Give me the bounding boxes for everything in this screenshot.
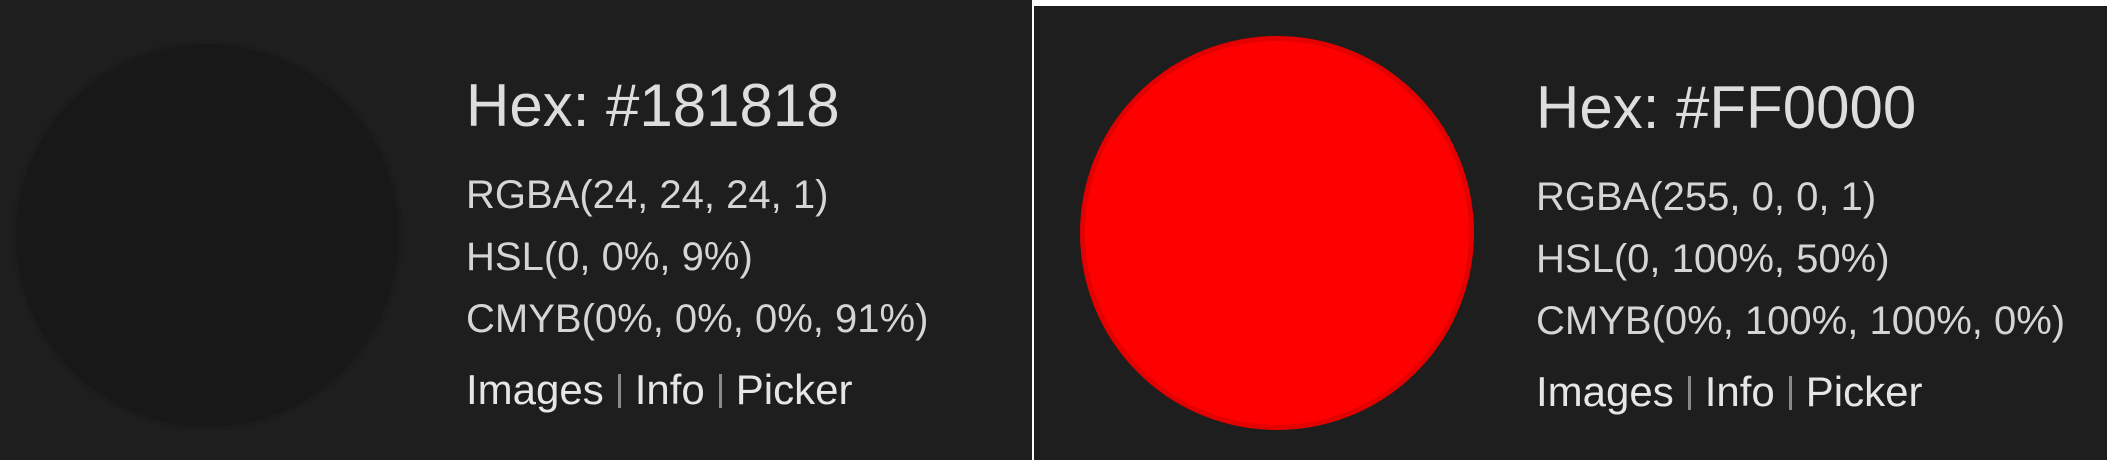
color-info: Hex: #181818 RGBA(24, 24, 24, 1) HSL(0, … xyxy=(466,70,928,420)
cmyb-value: CMYB(0%, 0%, 0%, 91%) xyxy=(466,297,929,341)
color-info: Hex: #FF0000 RGBA(255, 0, 0, 1) HSL(0, 1… xyxy=(1536,72,2065,422)
hex-value: Hex: #181818 xyxy=(466,72,840,139)
color-panel-ff0000: Hex: #FF0000 RGBA(255, 0, 0, 1) HSL(0, 1… xyxy=(1034,6,2107,460)
images-link[interactable]: Images xyxy=(466,366,604,413)
color-links: Images Info Picker xyxy=(466,360,928,420)
info-link[interactable]: Info xyxy=(634,366,705,413)
hsl-value: HSL(0, 0%, 9%) xyxy=(466,235,753,279)
link-separator xyxy=(1788,376,1792,410)
images-link[interactable]: Images xyxy=(1536,368,1674,415)
info-link[interactable]: Info xyxy=(1704,368,1775,415)
picker-link[interactable]: Picker xyxy=(735,366,853,413)
color-panel-181818: Hex: #181818 RGBA(24, 24, 24, 1) HSL(0, … xyxy=(0,0,1032,460)
hsl-value: HSL(0, 100%, 50%) xyxy=(1536,237,1890,281)
picker-link[interactable]: Picker xyxy=(1805,368,1923,415)
link-separator xyxy=(1687,376,1691,410)
color-links: Images Info Picker xyxy=(1536,362,2065,422)
cmyb-value: CMYB(0%, 100%, 100%, 0%) xyxy=(1536,299,2066,343)
rgba-value: RGBA(24, 24, 24, 1) xyxy=(466,173,829,217)
rgba-value: RGBA(255, 0, 0, 1) xyxy=(1536,175,1877,219)
color-swatch-circle xyxy=(12,40,403,431)
link-separator xyxy=(617,374,621,408)
hex-value: Hex: #FF0000 xyxy=(1536,74,1917,141)
link-separator xyxy=(718,374,722,408)
color-swatch-circle xyxy=(1080,36,1474,430)
